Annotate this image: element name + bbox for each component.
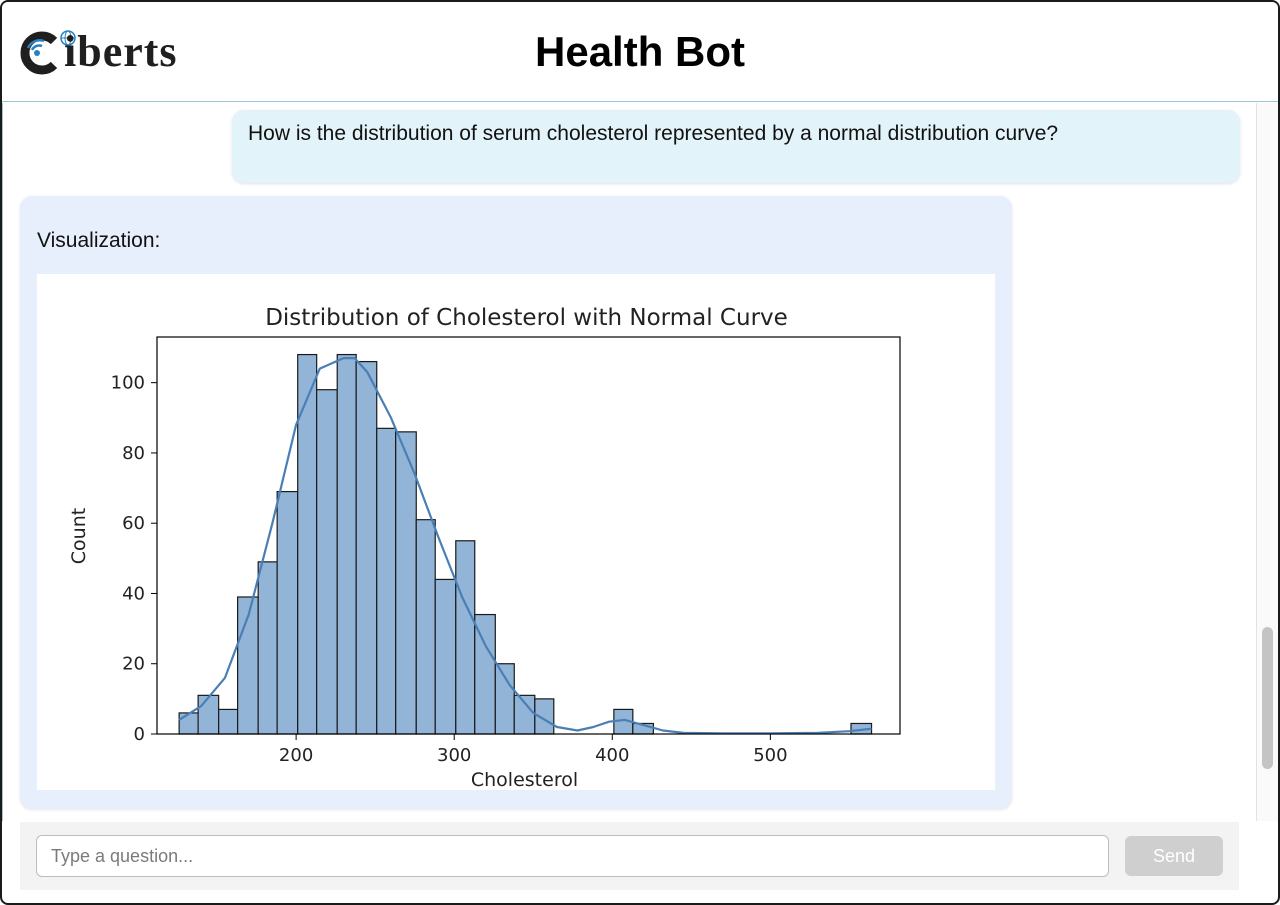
x-axis-label: Cholesterol bbox=[471, 769, 578, 790]
bot-message: Visualization: 200 300 400 500 0 20 40 60 80 100 D… bbox=[20, 196, 1012, 809]
logo-text: iberts bbox=[64, 27, 178, 76]
x-tick-label: 200 bbox=[279, 745, 313, 766]
plot-frame bbox=[156, 336, 901, 735]
histogram-bar bbox=[218, 708, 239, 735]
y-axis-label: Count bbox=[68, 508, 90, 564]
normal-curve-line bbox=[178, 356, 872, 735]
histogram-bar bbox=[276, 490, 299, 735]
chat-scrollbar[interactable] bbox=[1256, 103, 1278, 821]
page-title: Health Bot bbox=[535, 28, 745, 75]
x-tick-label: 300 bbox=[437, 745, 471, 766]
histogram-bar bbox=[355, 360, 378, 735]
chart-title: Distribution of Cholesterol with Normal … bbox=[265, 305, 788, 331]
histogram-bar bbox=[474, 613, 496, 735]
y-tick-label: 80 bbox=[122, 443, 145, 464]
send-button[interactable]: Send bbox=[1125, 836, 1223, 876]
histogram-bar bbox=[197, 694, 220, 735]
histogram-bar bbox=[316, 389, 338, 735]
y-tick-label: 60 bbox=[122, 513, 145, 534]
question-input[interactable] bbox=[36, 835, 1109, 877]
histogram-bar bbox=[336, 353, 357, 735]
histogram-chart: 200 300 400 500 0 20 40 60 80 100 Distribution of … bbox=[68, 305, 901, 790]
y-tick-label: 0 bbox=[134, 724, 145, 745]
y-tick-label: 20 bbox=[122, 654, 145, 675]
histogram-bar bbox=[257, 561, 278, 735]
histogram-bar bbox=[415, 519, 436, 735]
histogram-bar bbox=[494, 663, 515, 735]
visualization-label: Visualization: bbox=[37, 229, 161, 252]
y-tick-label: 40 bbox=[122, 583, 145, 604]
composer-bar: Send bbox=[20, 822, 1239, 890]
user-message: How is the distribution of serum cholest… bbox=[232, 110, 1240, 183]
histogram-bar bbox=[455, 540, 476, 735]
histogram-bar bbox=[178, 712, 199, 735]
chat-area[interactable]: How is the distribution of serum cholest… bbox=[2, 103, 1256, 821]
app-header: iberts Health Bot bbox=[2, 2, 1278, 102]
y-tick-label: 100 bbox=[111, 373, 145, 394]
chart-image: 200 300 400 500 0 20 40 60 80 100 Distribution of … bbox=[37, 274, 995, 790]
histogram-bar bbox=[395, 431, 417, 735]
ciberts-logo: iberts bbox=[16, 28, 216, 76]
histogram-bar bbox=[434, 578, 457, 735]
histogram-bar bbox=[376, 427, 397, 735]
logo-c-icon bbox=[20, 30, 76, 75]
x-tick-label: 400 bbox=[595, 745, 629, 766]
x-tick-label: 500 bbox=[753, 745, 787, 766]
scrollbar-thumb[interactable] bbox=[1262, 627, 1273, 769]
